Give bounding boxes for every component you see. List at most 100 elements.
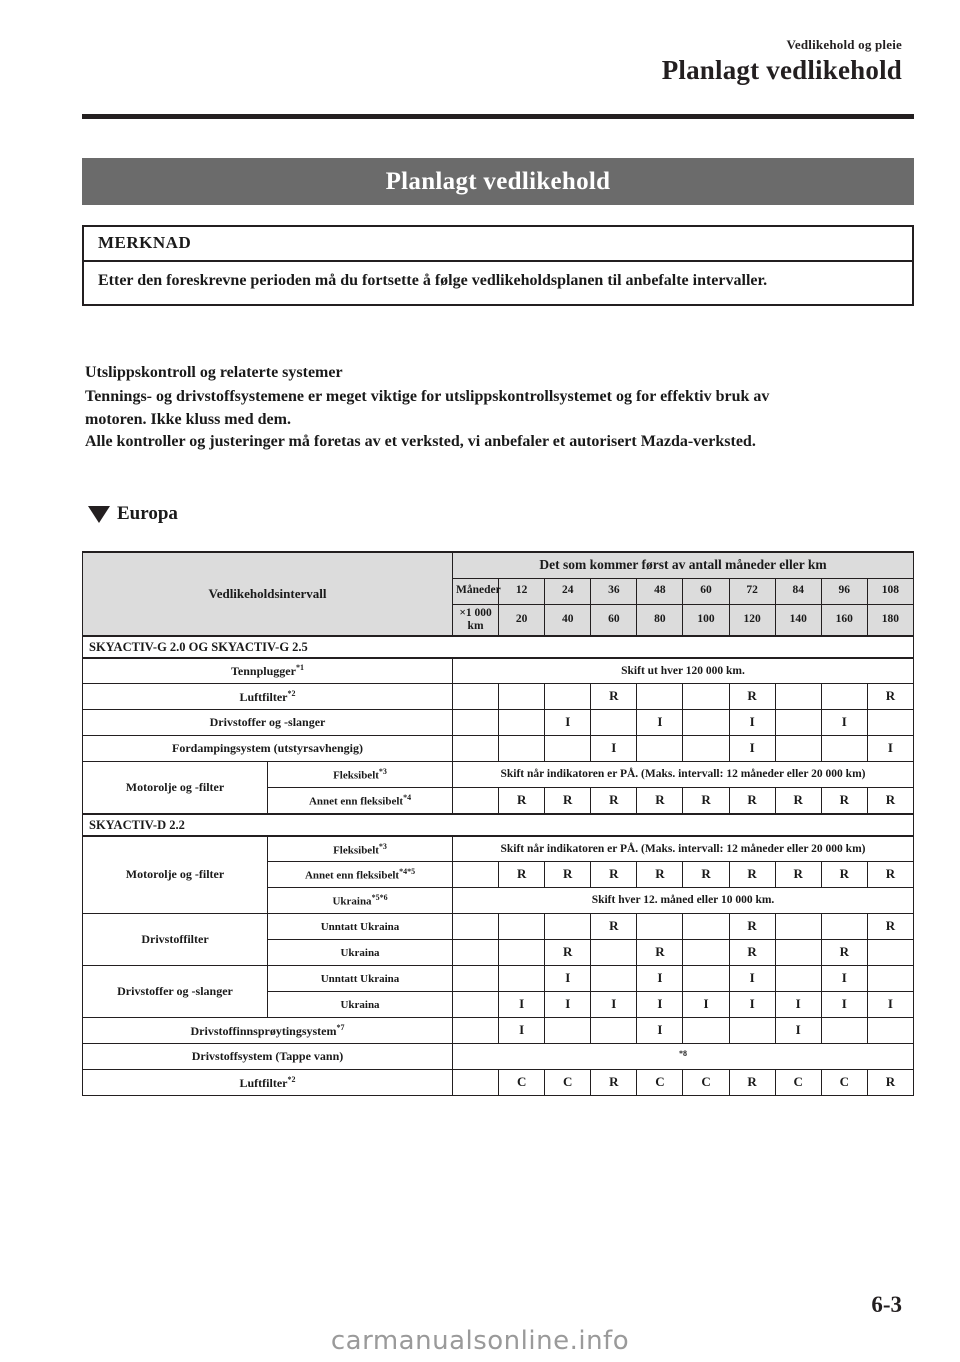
oil-d-mark-cell-4: R: [636, 861, 684, 889]
header-month-3: 36: [590, 577, 638, 605]
drivstoffer-slanger-a-mark-cell-1: [498, 965, 546, 993]
prose-heading: Utslippskontroll og relaterte systemer: [85, 364, 343, 381]
row-4-mark-cell-5: [682, 735, 730, 763]
drivstoffer-slanger-a-mark-cell-9: [866, 965, 915, 993]
table-row: Ukraina R R R R: [83, 939, 915, 967]
header-km-3: 60: [590, 603, 638, 637]
drivstoffilter-a-mark-cell-2: [544, 913, 592, 941]
row-span-note-oil-ukraina: Skift hver 12. måned eller 10 000 km.: [452, 887, 914, 915]
drivstoffer-slanger-b-mark-cell-4: I: [636, 991, 684, 1019]
header-section-title: Vedlikehold og pleie: [786, 37, 902, 52]
drivstoffer-slanger-b-mark-cell-7: I: [774, 991, 822, 1019]
row-2-mark-cell-9: R: [866, 683, 915, 711]
row-2-mark-cell-3: R: [590, 683, 638, 711]
header-km-1: 20: [498, 603, 546, 637]
header-km-6: 120: [728, 603, 776, 637]
row-d-1-mark-cell-7: I: [774, 1017, 822, 1045]
group-row-skyactiv-g: SKYACTIV-G 2.0 OG SKYACTIV-G 2.5: [82, 634, 914, 659]
drivstoffer-slanger-a-mark-cell-4: I: [636, 965, 684, 993]
footnote-marker: *2: [287, 1075, 296, 1085]
header-divider: [82, 114, 914, 119]
header-month-4: 48: [636, 577, 684, 605]
table-header-row-1: Vedlikeholdsintervall Det som kommer førs…: [82, 551, 914, 637]
drivstoffilter-a-mark-cell-8: [820, 913, 868, 941]
drivstoffilter-b-mark-cell-8: R: [820, 939, 868, 967]
drivstoffilter-b-mark-cell-3: [590, 939, 638, 967]
drivstoffilter-a-mark-cell-3: R: [590, 913, 638, 941]
header-km-5: 100: [682, 603, 730, 637]
footnote-marker: *2: [287, 689, 296, 699]
row-3-mark-cell-7: [774, 709, 822, 737]
drivstoffer-slanger-a-mark-cell-3: [590, 965, 638, 993]
sub-label-fleksibelt-g: Fleksibelt*3: [267, 761, 453, 789]
drivstoffilter-b-mark-cell-9: [866, 939, 915, 967]
header-month-9: 108: [866, 577, 915, 605]
drivstoffilter-a-mark-cell-4: [636, 913, 684, 941]
oil-d-mark-cell-9: R: [866, 861, 915, 889]
row-span-note: *8: [452, 1043, 914, 1071]
header-km-8: 160: [820, 603, 868, 637]
table-row: Drivstoffilter Unntatt Ukraina R R R: [82, 913, 915, 967]
row-d-1-mark-cell-6: [728, 1017, 776, 1045]
row-d-3-mark-cell-2: C: [544, 1069, 592, 1097]
header-km-4: 80: [636, 603, 684, 637]
footnote-marker: *1: [295, 663, 304, 673]
row-4-mark-cell-3: I: [590, 735, 638, 763]
prose-paragraph-1: Tennings- og drivstoffsystemene er meget…: [85, 387, 770, 428]
table-row: Annet enn fleksibelt*4 R R R R R R R R R: [83, 787, 915, 815]
drivstoffilter-a-mark-cell-6: R: [728, 913, 776, 941]
maintenance-schedule-table: Vedlikeholdsintervall Det som kommer førs…: [82, 551, 915, 1097]
table-row: Ukraina I I I I I I I I I: [83, 991, 915, 1019]
drivstoffilter-a-mark-cell-1: [498, 913, 546, 941]
oil-g-mark-cell-3: R: [590, 787, 638, 815]
prose-paragraph-2: Alle kontroller og justeringer må foreta…: [85, 433, 756, 451]
row-2-mark-cell-8: [820, 683, 868, 711]
row-d-1-mark-cell-9: [866, 1017, 915, 1045]
drivstoffer-slanger-b-mark-cell-8: I: [820, 991, 868, 1019]
row-d-3-mark-cell-1: C: [498, 1069, 546, 1097]
row-d-1-mark-cell-8: [820, 1017, 868, 1045]
row-spacer-cell: [451, 913, 500, 941]
oil-g-mark-cell-5: R: [682, 787, 730, 815]
sub-label-drivstoffer-slanger-2: Ukraina: [267, 991, 453, 1019]
drivstoffer-slanger-b-mark-cell-3: I: [590, 991, 638, 1019]
oil-d-mark-cell-2: R: [544, 861, 592, 889]
sub-label-drivstoffilter-2: Ukraina: [267, 939, 453, 967]
note-title: MERKNAD: [84, 227, 912, 262]
oil-d-mark-cell-5: R: [682, 861, 730, 889]
row-4-mark-cell-8: [820, 735, 868, 763]
footnote-marker: *4*5: [399, 867, 416, 877]
footnote-marker: *4: [403, 793, 412, 803]
row-2-mark-cell-6: R: [728, 683, 776, 711]
oil-d-mark-cell-1: R: [498, 861, 546, 889]
page-header: Vedlikehold og pleie Planlagt vedlikehol…: [0, 0, 960, 87]
oil-g-mark-cell-6: R: [728, 787, 776, 815]
table-row: Ukraina*5*6 Skift hver 12. måned eller 10…: [83, 887, 914, 915]
row-label: Tennplugger*1: [82, 657, 453, 685]
row-d-3-mark-cell-3: R: [590, 1069, 638, 1097]
row-label: Luftfilter*2: [82, 683, 453, 711]
row-d-1-mark-cell-4: I: [636, 1017, 684, 1045]
oil-g-mark-cell-8: R: [820, 787, 868, 815]
site-watermark: carmanualsonline.info: [330, 1326, 630, 1356]
row-d-1-mark-cell-5: [682, 1017, 730, 1045]
sub-label-annet-g: Annet enn fleksibelt*4: [267, 787, 453, 815]
table-row: Luftfilter*2 R R R: [82, 683, 915, 711]
row-label-motorolje-g: Motorolje og -filter: [82, 761, 268, 815]
header-month-1: 12: [498, 577, 546, 605]
drivstoffer-slanger-b-mark-cell-5: I: [682, 991, 730, 1019]
drivstoffilter-b-mark-cell-4: R: [636, 939, 684, 967]
row-3-mark-cell-9: [866, 709, 915, 737]
drivstoffer-slanger-b-mark-cell-1: I: [498, 991, 546, 1019]
row-label: Drivstoffsystem (Tappe vann): [82, 1043, 453, 1071]
note-body: Etter den foreskrevne perioden må du for…: [98, 272, 768, 289]
header-km-label: ×1 000 km: [451, 603, 500, 637]
oil-d-mark-cell-8: R: [820, 861, 868, 889]
oil-g-mark-cell-2: R: [544, 787, 592, 815]
drivstoffer-slanger-a-mark-cell-7: [774, 965, 822, 993]
drivstoffilter-a-mark-cell-7: [774, 913, 822, 941]
row-label: Luftfilter*2: [82, 1069, 453, 1097]
row-4-mark-cell-6: I: [728, 735, 776, 763]
drivstoffer-slanger-b-mark-cell-2: I: [544, 991, 592, 1019]
table-row: Tennplugger*1 Skift ut hver 120 000 km.: [82, 657, 914, 685]
